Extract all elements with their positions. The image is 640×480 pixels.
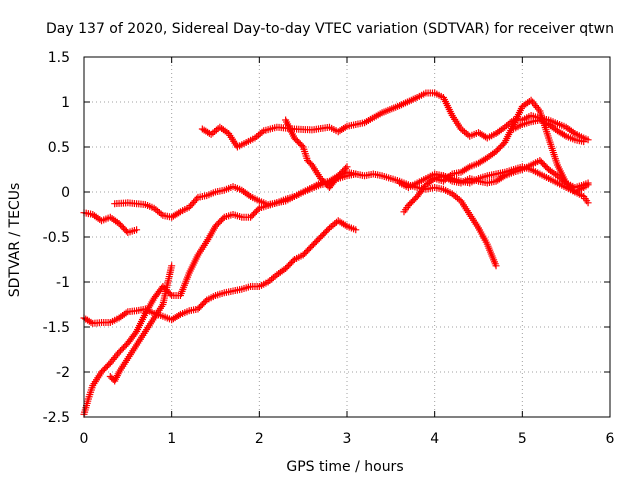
data-point [168, 262, 176, 270]
series-arc-3 [198, 89, 592, 151]
y-tick-labels: -2.5 -2 -1.5 -1 -0.5 0 0.5 1 1.5 [43, 50, 70, 426]
grid-lines [84, 57, 610, 417]
series-arc-10 [431, 163, 592, 196]
series-arc-11 [510, 116, 588, 146]
data-point [324, 226, 332, 233]
data-point [584, 136, 592, 144]
y-tick-label: -1.5 [43, 320, 70, 336]
y-tick-label: 1 [61, 95, 70, 111]
series-arc-4 [80, 217, 360, 327]
data-point [201, 298, 209, 305]
x-tick-label: 3 [343, 431, 352, 447]
plot-frame [83, 56, 611, 418]
data-point [219, 215, 227, 223]
y-tick-label: 1.5 [48, 50, 70, 66]
series-arc-6 [106, 262, 176, 385]
series-arc-7 [282, 116, 351, 191]
data-point [352, 226, 360, 234]
data-point [133, 226, 141, 234]
x-tick-label: 5 [518, 431, 527, 447]
series-arc-5 [80, 168, 360, 418]
x-tick-label: 2 [255, 431, 264, 447]
data-point [580, 138, 588, 146]
y-tick-label: 0 [61, 185, 70, 201]
chart-title: Day 137 of 2020, Sidereal Day-to-day VTE… [46, 21, 614, 37]
data-point [584, 181, 592, 189]
y-tick-label: -2 [56, 365, 70, 381]
y-tick-label: -2.5 [43, 410, 70, 426]
series-arc-1 [80, 209, 141, 236]
series-arc-8 [400, 96, 592, 216]
y-tick-label: 0.5 [48, 140, 70, 156]
data-point [289, 257, 297, 265]
x-tick-label: 4 [430, 431, 439, 447]
y-tick-label: -1 [56, 275, 70, 291]
x-tick-labels: 0 1 2 3 4 5 6 [80, 431, 615, 447]
data-point [352, 170, 360, 178]
data-point [193, 195, 201, 203]
data-series [80, 89, 592, 418]
data-point [122, 227, 130, 235]
y-tick-label: -0.5 [43, 230, 70, 246]
x-axis-label: GPS time / hours [286, 459, 403, 475]
data-point [254, 206, 262, 214]
data-point [343, 163, 351, 171]
data-point [584, 199, 592, 207]
x-tick-label: 1 [167, 431, 176, 447]
data-point [298, 142, 306, 149]
y-axis-label: SDTVAR / TECUs [7, 183, 23, 298]
x-tick-label: 0 [80, 431, 89, 447]
data-point [131, 329, 139, 337]
data-point [492, 262, 500, 270]
data-point [342, 164, 350, 172]
x-tick-label: 6 [606, 431, 615, 447]
